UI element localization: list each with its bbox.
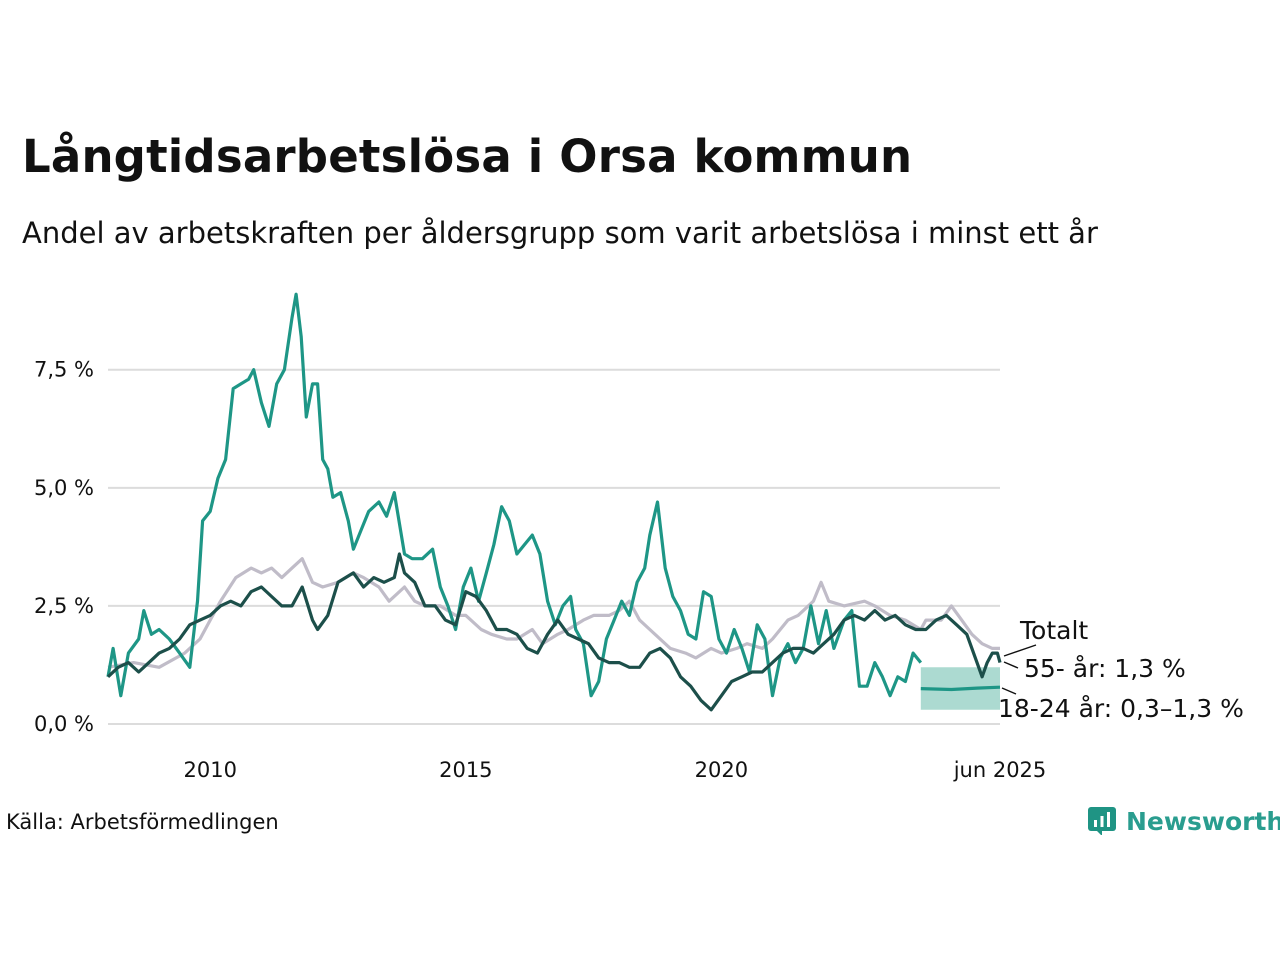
brand-name: Newsworthy: [1126, 806, 1280, 836]
series-line-55: [106, 552, 1002, 712]
chart-title: Långtidsarbetslösa i Orsa kommun: [22, 130, 913, 183]
annotation-leader: [1003, 661, 1019, 669]
series-annotation: Totalt: [1019, 616, 1088, 645]
newsworthy-logo-icon: [1088, 807, 1116, 835]
newsworthy-brand: Newsworthy: [1088, 803, 1280, 839]
x-tick-label: 2015: [439, 758, 492, 782]
annotation-leader: [1003, 644, 1037, 657]
chart-subtitle: Andel av arbetskraften per åldersgrupp s…: [22, 216, 1098, 250]
x-tick-label: 2020: [695, 758, 748, 782]
y-tick-label: 7,5 %: [34, 358, 94, 382]
x-tick-label: jun 2025: [953, 758, 1047, 782]
y-tick-label: 5,0 %: [34, 476, 94, 500]
series-annotation: 55- år: 1,3 %: [1024, 654, 1186, 683]
y-tick-label: 2,5 %: [34, 594, 94, 618]
series-line-totalt: [107, 557, 1000, 669]
estimate-line-18-24: [920, 685, 1001, 692]
source-note: Källa: Arbetsförmedlingen: [6, 810, 279, 834]
x-tick-label: 2010: [184, 758, 237, 782]
series-annotation: 18-24 år: 0,3–1,3 %: [998, 694, 1244, 723]
series-line-18-24: [106, 292, 923, 698]
y-tick-label: 0,0 %: [34, 712, 94, 736]
annotation-leader: [1001, 687, 1017, 695]
